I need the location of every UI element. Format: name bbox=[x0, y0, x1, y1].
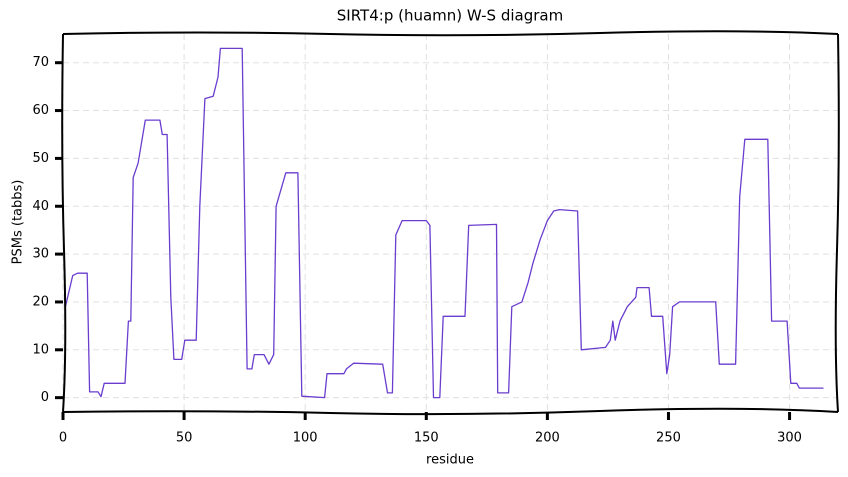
x-axis-label: residue bbox=[426, 453, 474, 468]
x-tick-label: 300 bbox=[777, 431, 802, 446]
x-tick-label: 0 bbox=[59, 431, 67, 446]
y-tick-label: 20 bbox=[32, 294, 49, 309]
x-tick-label: 250 bbox=[656, 431, 681, 446]
x-tick-label: 100 bbox=[293, 431, 318, 446]
y-tick-label: 30 bbox=[32, 247, 49, 262]
plot-area bbox=[64, 47, 824, 399]
spine-left bbox=[61, 33, 67, 413]
y-tick-label: 40 bbox=[32, 199, 49, 214]
x-tick-label: 200 bbox=[535, 431, 560, 446]
y-axis-label: PSMs (tabbs) bbox=[11, 180, 26, 265]
y-tick-label: 50 bbox=[32, 151, 49, 166]
y-tick-label: 0 bbox=[41, 390, 49, 405]
grid bbox=[62, 34, 838, 412]
data-line bbox=[64, 47, 824, 399]
spine-right bbox=[834, 33, 840, 413]
y-tick-label: 70 bbox=[32, 55, 49, 70]
x-tick-label: 50 bbox=[176, 431, 193, 446]
y-tick-label: 60 bbox=[32, 103, 49, 118]
y-tick-label: 10 bbox=[32, 342, 49, 357]
chart-title: SIRT4:p (huamn) W-S diagram bbox=[337, 7, 563, 25]
spine-top bbox=[62, 30, 839, 37]
spine-bottom bbox=[62, 407, 839, 416]
x-tick-label: 150 bbox=[414, 431, 439, 446]
